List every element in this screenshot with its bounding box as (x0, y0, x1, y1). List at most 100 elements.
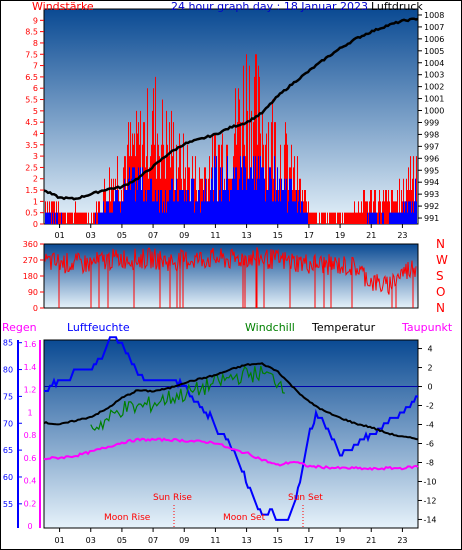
x-tick-label: 11 (210, 536, 220, 545)
temp-tick-label: 0 (427, 383, 432, 392)
pressure-line (43, 17, 419, 201)
direction-tick-label: 90 (28, 288, 38, 297)
sun-set-label: Sun Set (288, 493, 323, 503)
temp-tick-label: -4 (426, 421, 434, 430)
x-tick-label: 11 (210, 231, 220, 240)
x-tick-label: 09 (179, 536, 189, 545)
pressure-tick-label: 1002 (424, 83, 444, 92)
humidity-tick-label: 55 (3, 500, 13, 509)
humidity-tick-label: 80 (3, 366, 13, 375)
direction-tick-label: 180 (23, 272, 38, 281)
x-tick-label: 01 (54, 536, 64, 545)
x-tick-label: 07 (148, 536, 158, 545)
temperature-label: Temperatur (311, 321, 376, 334)
pressure-tick-label: 1001 (424, 95, 444, 104)
temperature-line (43, 362, 419, 441)
pressure-tick-label: 992 (424, 202, 439, 211)
rain-tick-label: 0.8 (24, 431, 37, 440)
wind-tick-label: 1 (33, 197, 38, 206)
rain-tick-label: 1.4 (24, 363, 37, 372)
wind-tick-label: 5 (33, 107, 38, 116)
x-tick-label: 09 (179, 231, 189, 240)
humidity-tick-label: 70 (3, 419, 13, 428)
wind-tick-label: 2 (33, 175, 38, 184)
rain-tick-label: 0 (27, 522, 32, 531)
x-tick-label: 01 (54, 231, 64, 240)
x-tick-label: 13 (241, 536, 251, 545)
moon-set-label: Moon Set (223, 513, 266, 523)
wind-direction-line (44, 247, 417, 295)
wind-tick-label: 8 (33, 39, 38, 48)
wind-tick-label: 5.5 (25, 96, 38, 105)
pressure-tick-label: 999 (424, 118, 439, 127)
series-lines-group (43, 17, 419, 521)
x-tick-label: 23 (397, 536, 407, 545)
humidity-tick-label: 60 (3, 473, 13, 482)
x-tick-label: 05 (117, 231, 127, 240)
temp-tick-label: 4 (427, 345, 432, 354)
wind-tick-label: 3.5 (25, 141, 38, 150)
rain-tick-label: 1 (27, 408, 32, 417)
x-tick-label: 19 (335, 536, 345, 545)
rain-tick-label: 1.6 (24, 340, 37, 349)
rain-label: Regen (2, 321, 37, 334)
wind-bars-group (45, 54, 417, 224)
temperature-plot-area (43, 339, 419, 529)
wind-tick-label: 7 (33, 62, 38, 71)
wind-tick-label: 3 (33, 152, 38, 161)
humidity-tick-label: 65 (3, 446, 13, 455)
rain-tick-label: 0.6 (24, 454, 37, 463)
sun-rise-label: Sun Rise (153, 493, 192, 503)
windchill-label: Windchill (245, 321, 295, 334)
x-tick-label: 13 (241, 231, 251, 240)
wind-tick-label: 2.5 (25, 163, 38, 172)
compass-letter: N (436, 301, 445, 315)
temp-tick-label: -8 (426, 458, 434, 467)
x-tick-label: 03 (86, 231, 96, 240)
compass-letter: W (436, 253, 448, 267)
wind-direction-group (44, 247, 417, 308)
pressure-tick-label: 1004 (424, 59, 444, 68)
temp-tick-label: -14 (423, 515, 436, 524)
pressure-tick-label: 997 (424, 142, 439, 151)
dewpoint-line (43, 437, 419, 471)
direction-tick-label: 270 (23, 256, 38, 265)
x-tick-label: 23 (397, 231, 407, 240)
temp-tick-label: -10 (423, 477, 436, 486)
wind-tick-label: 0.5 (25, 209, 38, 218)
axis-ticks-group: 00.511.522.533.544.555.566.577.588.59991… (3, 11, 448, 545)
wind-strength-label: Windstärke (32, 0, 94, 13)
rain-tick-label: 1.2 (24, 386, 37, 395)
compass-letter: N (436, 237, 445, 251)
rain-tick-label: 0.4 (24, 477, 37, 486)
temp-tick-label: 2 (427, 364, 432, 373)
compass-letter: O (436, 285, 445, 299)
temp-tick-label: -12 (423, 496, 436, 505)
pressure-tick-label: 1008 (424, 11, 444, 20)
pressure-tick-label: 1006 (424, 35, 444, 44)
pressure-tick-label: 996 (424, 154, 439, 163)
wind-tick-label: 9 (33, 16, 38, 25)
humidity-label: Luftfeuchte (67, 321, 130, 334)
x-tick-label: 07 (148, 231, 158, 240)
x-tick-label: 05 (117, 536, 127, 545)
wind-tick-label: 4 (33, 129, 38, 138)
x-tick-label: 15 (273, 536, 283, 545)
wind-tick-label: 4.5 (25, 118, 38, 127)
chart-title: 24 hour graph day : 18 Januar 2023 (171, 0, 368, 13)
wind-tick-label: 6 (33, 84, 38, 93)
humidity-tick-label: 75 (3, 392, 13, 401)
x-tick-label: 03 (86, 536, 96, 545)
moon-rise-label: Moon Rise (104, 513, 151, 523)
pressure-tick-label: 998 (424, 130, 439, 139)
x-tick-label: 15 (273, 231, 283, 240)
direction-tick-label: 0 (33, 304, 38, 313)
humidity-tick-label: 85 (3, 339, 13, 348)
wind-tick-label: 8.5 (25, 28, 38, 37)
pressure-tick-label: 994 (424, 178, 439, 187)
x-tick-label: 21 (366, 536, 376, 545)
wind-tick-label: 6.5 (25, 73, 38, 82)
pressure-tick-label: 991 (424, 214, 439, 223)
wind-tick-label: 1.5 (25, 186, 38, 195)
